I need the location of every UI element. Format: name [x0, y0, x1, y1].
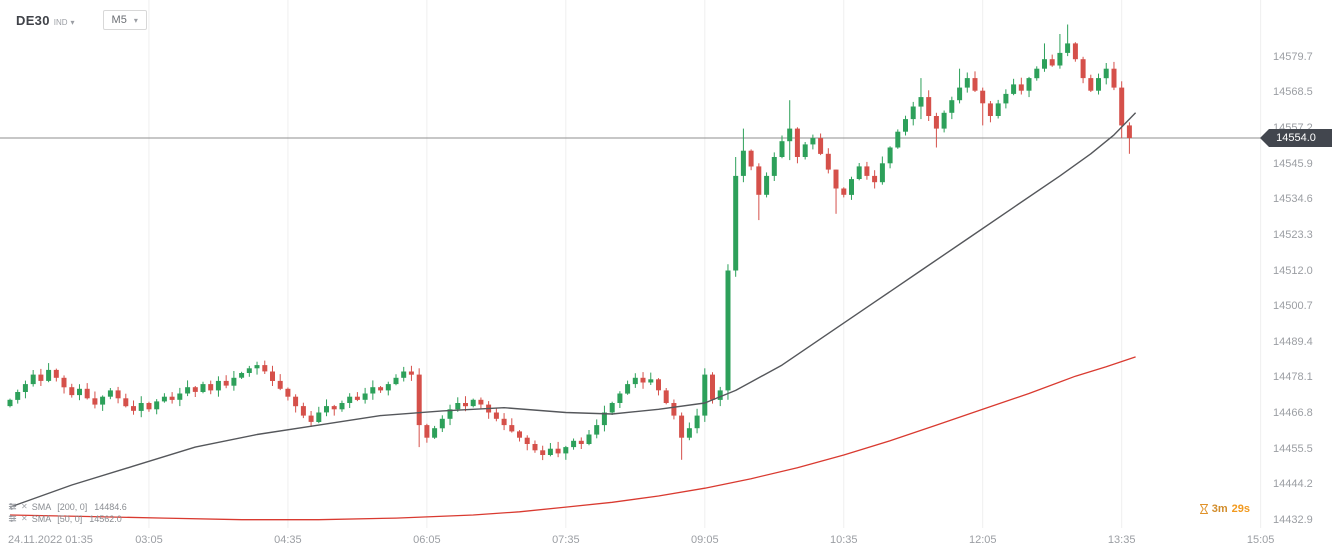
indicator-value: 14484.6 — [94, 501, 127, 512]
symbol-selector[interactable]: DE30 IND ▾ — [16, 13, 75, 28]
indicator-name: SMA — [31, 513, 52, 524]
price-axis-label: 14455.5 — [1273, 442, 1313, 455]
instrument-type-label: IND — [53, 17, 68, 27]
indicator-remove-icon[interactable]: ✕ — [21, 502, 28, 511]
indicator-settings-icon[interactable] — [8, 502, 17, 511]
gridlines — [148, 0, 1262, 528]
price-axis-label: 14534.6 — [1273, 193, 1313, 206]
indicator-value: 14562.0 — [89, 513, 122, 524]
time-axis-label: 12:05 — [968, 534, 997, 546]
price-axis-label: 14489.4 — [1273, 335, 1313, 348]
time-axis-label: 04:35 — [274, 534, 302, 546]
indicator-params: [50, 0] — [57, 513, 83, 524]
price-axis-label: 14444.2 — [1273, 478, 1313, 491]
time-axis-label: 06:05 — [413, 534, 441, 546]
sma-50-line — [9, 112, 1137, 508]
candle-countdown: 3m 29s — [1199, 503, 1250, 515]
symbol-label: DE30 — [16, 12, 50, 28]
time-axis-label: 03:05 — [135, 534, 163, 546]
countdown-minutes: 3m — [1211, 503, 1228, 515]
indicator-settings-icon[interactable] — [8, 514, 17, 523]
time-axis[interactable]: 24.11.2022 01:35 03:05 04:35 06:05 07:35 09:0… — [0, 528, 1332, 557]
countdown-seconds: 29s — [1231, 503, 1250, 515]
indicator-remove-icon[interactable]: ✕ — [21, 514, 28, 523]
chevron-down-icon: ▾ — [133, 15, 138, 25]
indicator-params: [200, 0] — [57, 501, 88, 512]
indicator-name: SMA — [31, 501, 52, 512]
price-axis-label: 14466.8 — [1273, 407, 1313, 420]
price-axis-label: 14579.7 — [1273, 51, 1313, 63]
indicator-row-sma-50: ✕ SMA [50, 0] 14562.0 — [8, 513, 127, 524]
timeframe-selector[interactable]: M5 ▾ — [102, 10, 147, 30]
price-axis-label: 14478.1 — [1273, 371, 1313, 384]
candles-layer — [7, 24, 1132, 461]
indicator-legend: ✕ SMA [200, 0] 14484.6 ✕ SMA [50, 0] 145… — [8, 501, 127, 524]
timeframe-label: M5 — [111, 14, 127, 26]
time-axis-date-label: 24.11.2022 01:35 — [8, 534, 93, 546]
indicator-row-sma-200: ✕ SMA [200, 0] 14484.6 — [8, 501, 127, 512]
time-axis-label: 15:05 — [1246, 534, 1275, 546]
price-axis[interactable]: 14579.7 14568.5 14557.2 14545.9 14534.6 14523… — [1266, 0, 1332, 528]
sma-200-line — [9, 356, 1136, 521]
current-price-value: 14554.0 — [1276, 132, 1316, 145]
price-axis-label: 14523.3 — [1273, 228, 1313, 241]
time-axis-label: 09:05 — [691, 534, 719, 546]
price-axis-label: 14512.0 — [1273, 264, 1313, 277]
time-axis-label: 10:35 — [829, 534, 858, 546]
time-axis-label: 07:35 — [552, 534, 580, 546]
chevron-down-icon: ▾ — [70, 17, 75, 27]
price-axis-label: 14568.5 — [1273, 86, 1313, 99]
time-axis-label: 13:35 — [1107, 534, 1136, 546]
price-axis-label: 14432.9 — [1273, 514, 1313, 526]
price-axis-label: 14545.9 — [1273, 157, 1313, 170]
chart-header: DE30 IND ▾ M5 ▾ — [16, 10, 147, 30]
hourglass-icon — [1199, 504, 1208, 514]
price-axis-label: 14500.7 — [1273, 300, 1313, 313]
current-price-tag: 14554.0 — [1260, 129, 1332, 148]
